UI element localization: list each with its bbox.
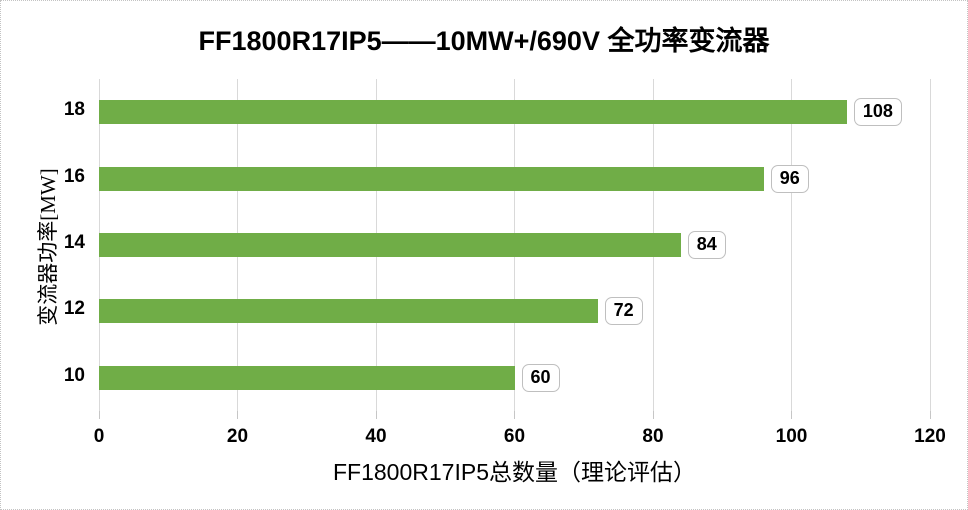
bar (99, 166, 764, 191)
y-tick-label: 18 (63, 99, 85, 121)
bar (99, 100, 847, 125)
data-label: 60 (521, 363, 560, 392)
axis-tick (652, 411, 654, 419)
axis-tick (514, 411, 515, 419)
x-tick-label: 80 (642, 426, 664, 447)
y-tick-label: 14 (63, 232, 85, 253)
axis-tick (98, 411, 100, 419)
axis-tick (375, 411, 377, 419)
bar (99, 233, 681, 257)
axis-tick (929, 411, 931, 419)
y-tick-label: 16 (63, 165, 85, 187)
x-axis-title: FF1800R17IP5总数量（理论评估） (333, 459, 696, 485)
x-tick-label: 60 (503, 426, 526, 447)
data-label: 84 (687, 231, 726, 259)
bar (99, 299, 598, 324)
y-tick-label: 12 (63, 298, 85, 320)
data-label: 108 (853, 98, 902, 127)
gridline (929, 79, 931, 411)
data-label: 72 (604, 297, 643, 326)
y-tick-label: 10 (63, 364, 85, 386)
gridline (791, 79, 792, 411)
x-tick-label: 100 (775, 426, 808, 447)
bar (99, 365, 515, 390)
plot-area: 0 20 40 60 80 100 120 108 96 84 72 60 (94, 79, 946, 447)
x-tick-label: 40 (365, 426, 387, 447)
x-tick-label: 20 (226, 426, 249, 447)
chart-title: FF1800R17IP5——10MW+/690V 全功率变流器 (198, 26, 770, 56)
x-tick-label: 120 (914, 426, 946, 447)
data-label: 96 (770, 164, 809, 193)
x-tick-label: 0 (93, 426, 105, 447)
axis-tick (237, 411, 238, 419)
axis-tick (791, 411, 792, 419)
